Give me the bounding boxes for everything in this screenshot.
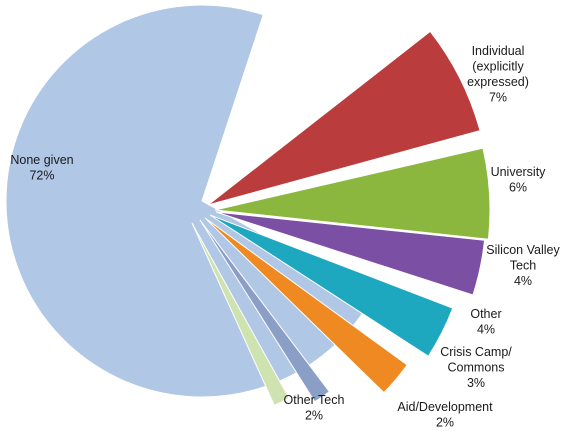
slice-label-line: 2% (436, 416, 454, 430)
slice-label-line: Other Tech (284, 393, 345, 407)
pie-slices (5, 4, 491, 406)
pie-slice-silicon-valley-tech (215, 211, 486, 296)
slice-label-line: None given (10, 153, 73, 167)
slice-label-other: Other 4% (470, 307, 501, 337)
slice-label-line: Commons (448, 361, 505, 375)
slice-label-line: 3% (467, 376, 485, 390)
slice-label-line: Aid/Development (397, 400, 493, 414)
pie-slice-other-tech (191, 222, 290, 406)
pie-labels: None given 72% Individual (explicitly expres… (10, 44, 560, 430)
slice-label-crisis-camp-commons: Crisis Camp/Commons 3% (440, 345, 512, 390)
slice-label-line: Crisis Camp/ (440, 345, 512, 359)
slice-label-line: 6% (509, 181, 527, 195)
slice-label-line: 4% (514, 274, 532, 288)
slice-label-line: 2% (305, 409, 323, 423)
slice-label-line: University (491, 165, 547, 179)
slice-label-line: 7% (489, 91, 507, 105)
slice-label-individual-explicitly-expressed: Individual (explicitly expressed) 7% (467, 44, 529, 105)
slice-label-university: University 6% (491, 165, 547, 195)
slice-label-line: (explicitly (472, 60, 524, 74)
slice-label-line: expressed) (467, 75, 529, 89)
pie-slice-individual-explicitly-expressed (207, 30, 481, 206)
slice-label-line: Tech (510, 259, 536, 273)
pie-slice-crisis-camp-commons (204, 217, 408, 394)
slice-label-line: Individual (472, 44, 525, 58)
pie-slice-other (209, 214, 454, 357)
pie-slice-aid-development (199, 219, 331, 403)
slice-label-silicon-valley-tech: Silicon Valley Tech 4% (486, 243, 560, 288)
slice-label-line: 72% (29, 169, 54, 183)
pie-slice-university (214, 147, 491, 240)
slice-label-none-given: None given 72% (10, 153, 73, 183)
slice-label-line: Silicon Valley (486, 243, 560, 257)
slice-label-other-tech: Other Tech 2% (284, 393, 345, 423)
slice-label-line: 4% (477, 323, 495, 337)
slice-label-line: Other (470, 307, 501, 321)
slice-label-aid-development: Aid/Development 2% (397, 400, 493, 430)
